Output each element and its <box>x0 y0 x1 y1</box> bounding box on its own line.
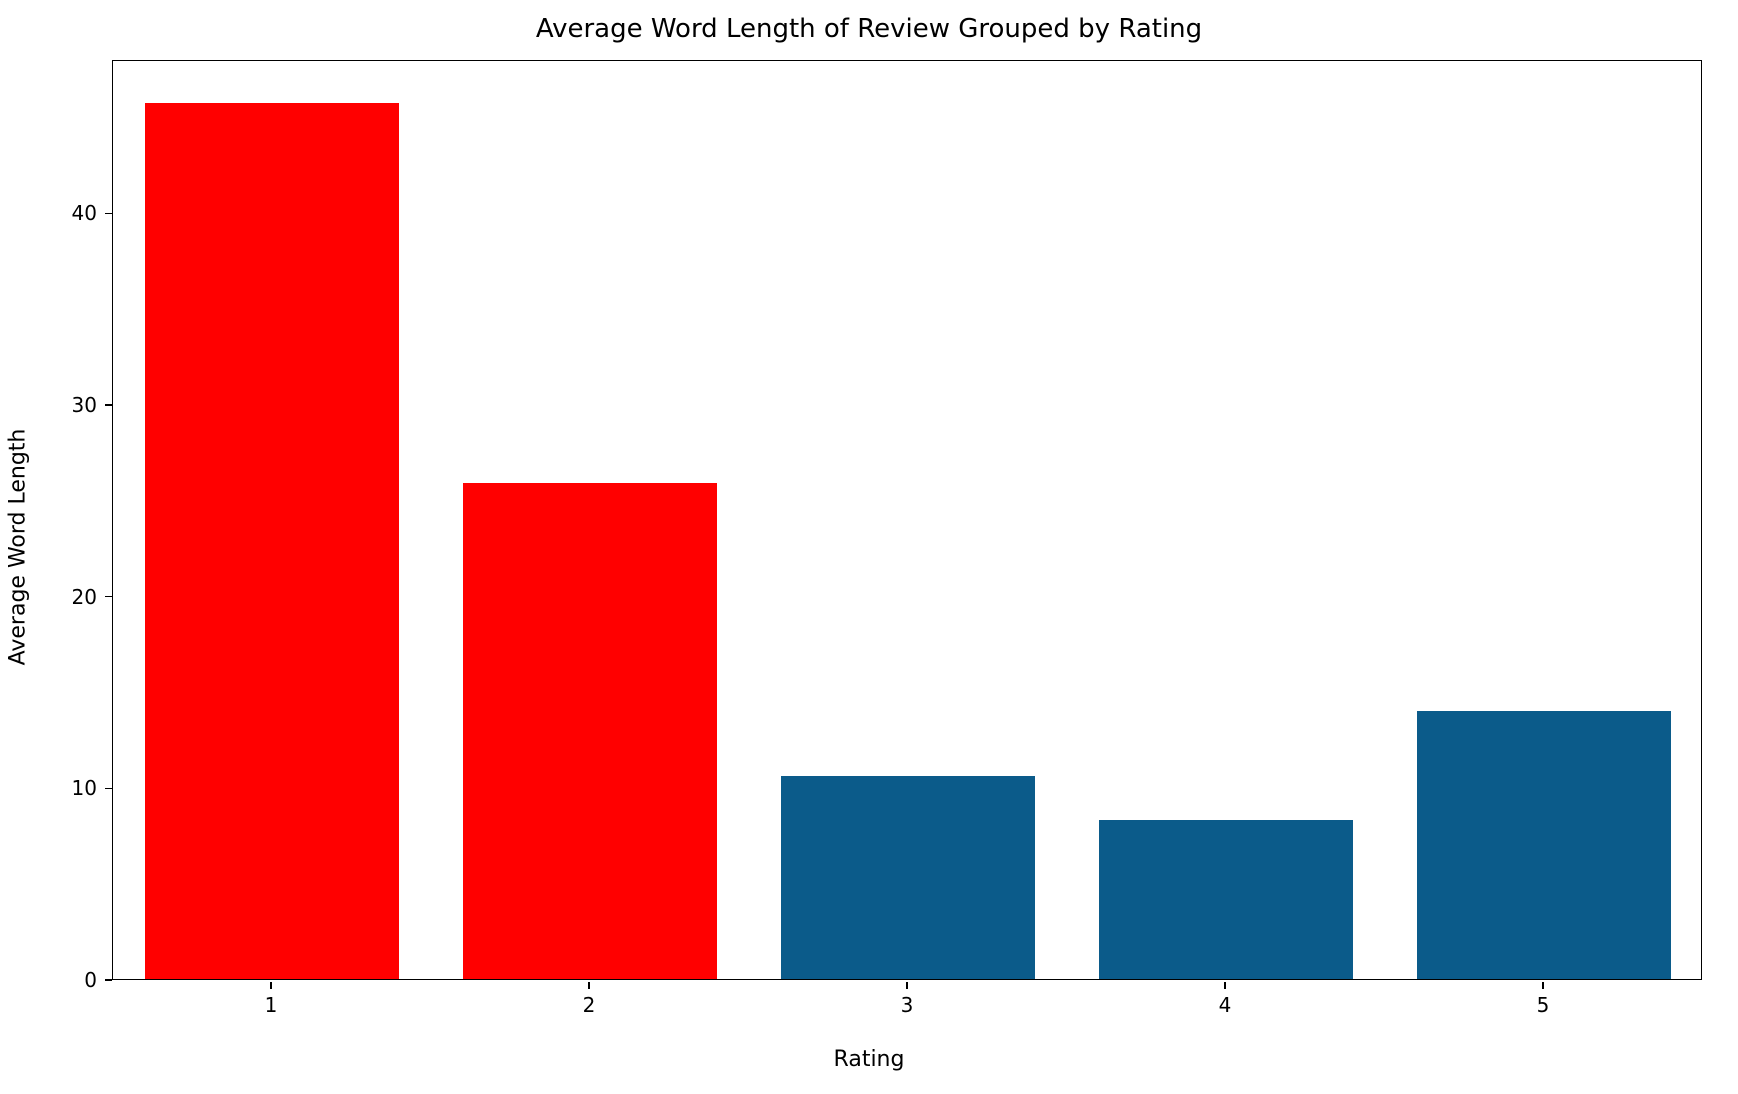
x-tick-mark <box>1224 982 1226 989</box>
y-tick-mark <box>105 404 112 406</box>
chart-container: Average Word Length of Review Grouped by… <box>0 0 1738 1094</box>
x-axis-label: Rating <box>0 1047 1738 1072</box>
bar <box>1099 820 1353 979</box>
x-tick-label: 1 <box>265 993 278 1017</box>
x-tick-mark <box>270 982 272 989</box>
y-tick-mark <box>105 788 112 790</box>
bar <box>145 103 399 979</box>
x-tick-label: 2 <box>583 993 596 1017</box>
y-axis-label: Average Word Length <box>6 429 31 666</box>
x-tick-label: 5 <box>1537 993 1550 1017</box>
plot-area <box>112 60 1702 980</box>
y-tick-mark <box>105 596 112 598</box>
x-tick-mark <box>588 982 590 989</box>
y-tick-label: 0 <box>57 968 97 992</box>
bar <box>781 776 1035 979</box>
bar <box>1417 711 1671 979</box>
y-tick-label: 40 <box>57 201 97 225</box>
bar <box>463 483 717 979</box>
x-tick-mark <box>1542 982 1544 989</box>
x-tick-label: 4 <box>1219 993 1232 1017</box>
x-tick-mark <box>906 982 908 989</box>
y-tick-mark <box>105 213 112 215</box>
y-tick-mark <box>105 979 112 981</box>
y-tick-label: 30 <box>57 393 97 417</box>
y-tick-label: 20 <box>57 585 97 609</box>
chart-title: Average Word Length of Review Grouped by… <box>0 14 1738 44</box>
y-tick-label: 10 <box>57 776 97 800</box>
x-tick-label: 3 <box>901 993 914 1017</box>
